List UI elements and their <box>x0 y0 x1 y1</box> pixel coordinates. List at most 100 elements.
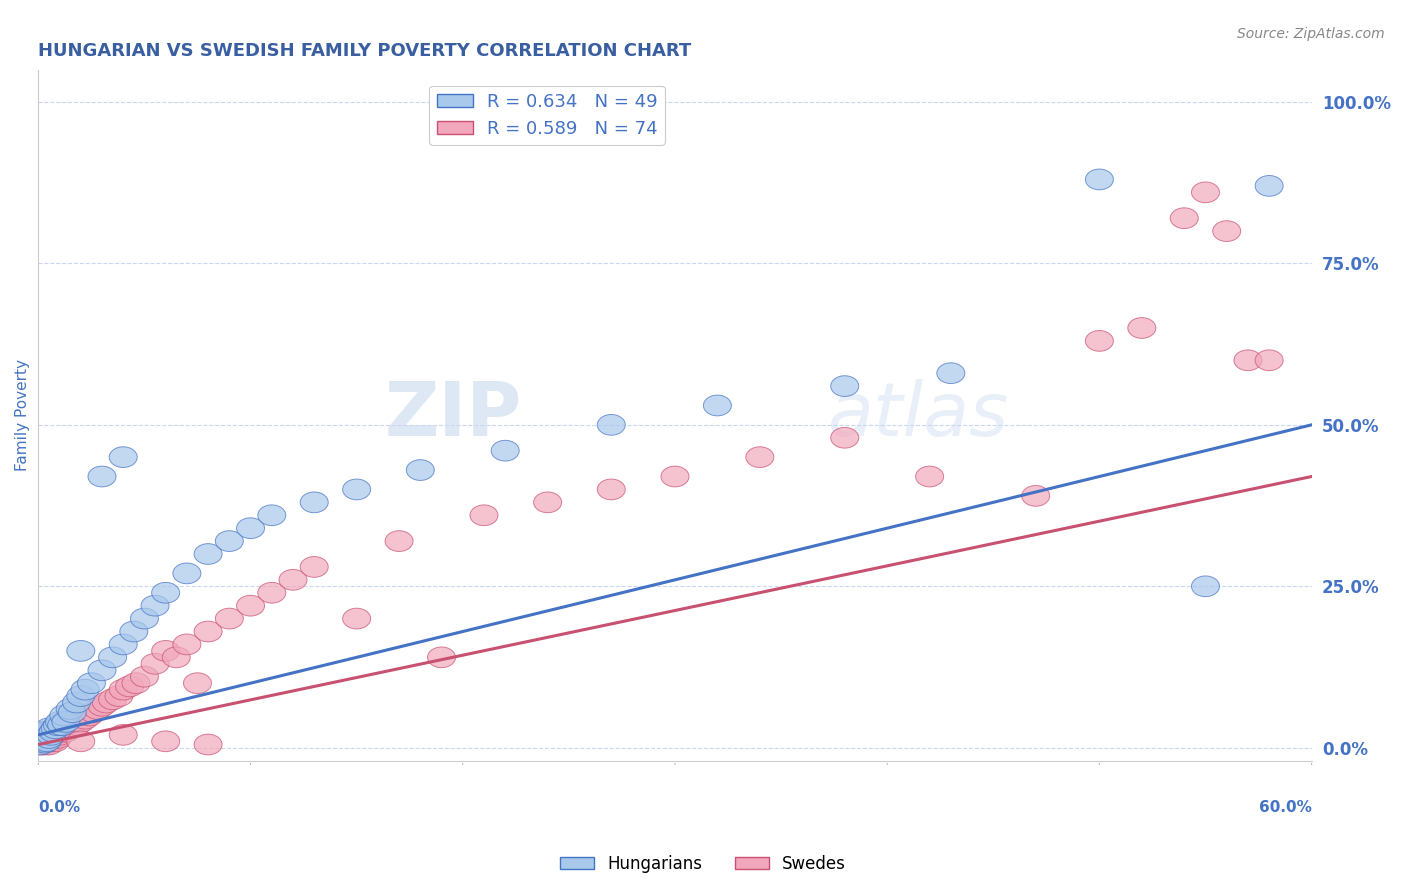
Ellipse shape <box>184 673 211 694</box>
Ellipse shape <box>110 634 138 655</box>
Ellipse shape <box>215 531 243 551</box>
Ellipse shape <box>32 731 60 752</box>
Ellipse shape <box>98 647 127 668</box>
Ellipse shape <box>77 673 105 694</box>
Ellipse shape <box>110 724 138 745</box>
Ellipse shape <box>89 467 117 487</box>
Ellipse shape <box>66 686 94 706</box>
Ellipse shape <box>236 518 264 539</box>
Ellipse shape <box>257 582 285 603</box>
Ellipse shape <box>39 722 67 742</box>
Ellipse shape <box>32 722 60 742</box>
Ellipse shape <box>41 724 69 745</box>
Ellipse shape <box>173 634 201 655</box>
Ellipse shape <box>62 714 90 736</box>
Ellipse shape <box>745 447 773 467</box>
Ellipse shape <box>35 722 63 742</box>
Ellipse shape <box>162 647 190 668</box>
Ellipse shape <box>1191 182 1219 202</box>
Ellipse shape <box>35 728 63 748</box>
Ellipse shape <box>491 441 519 461</box>
Ellipse shape <box>28 731 56 752</box>
Ellipse shape <box>37 724 65 745</box>
Ellipse shape <box>35 718 63 739</box>
Ellipse shape <box>598 415 626 435</box>
Ellipse shape <box>110 680 138 700</box>
Ellipse shape <box>194 543 222 565</box>
Ellipse shape <box>831 376 859 396</box>
Ellipse shape <box>31 722 59 742</box>
Ellipse shape <box>56 698 84 719</box>
Ellipse shape <box>598 479 626 500</box>
Ellipse shape <box>52 712 80 732</box>
Ellipse shape <box>1256 350 1284 371</box>
Ellipse shape <box>343 608 371 629</box>
Ellipse shape <box>39 728 67 748</box>
Ellipse shape <box>66 640 94 661</box>
Ellipse shape <box>35 734 63 755</box>
Ellipse shape <box>56 718 84 739</box>
Ellipse shape <box>131 666 159 687</box>
Ellipse shape <box>27 734 55 755</box>
Ellipse shape <box>122 673 150 694</box>
Ellipse shape <box>257 505 285 525</box>
Ellipse shape <box>66 731 94 752</box>
Ellipse shape <box>343 479 371 500</box>
Ellipse shape <box>661 467 689 487</box>
Ellipse shape <box>89 696 117 716</box>
Ellipse shape <box>41 718 69 739</box>
Ellipse shape <box>278 569 307 591</box>
Ellipse shape <box>173 563 201 583</box>
Ellipse shape <box>72 708 98 729</box>
Ellipse shape <box>385 531 413 551</box>
Ellipse shape <box>32 731 60 752</box>
Ellipse shape <box>89 660 117 681</box>
Text: ZIP: ZIP <box>385 379 522 451</box>
Y-axis label: Family Poverty: Family Poverty <box>15 359 30 471</box>
Ellipse shape <box>31 724 59 745</box>
Ellipse shape <box>53 714 82 736</box>
Ellipse shape <box>110 447 138 467</box>
Ellipse shape <box>152 731 180 752</box>
Text: Source: ZipAtlas.com: Source: ZipAtlas.com <box>1237 27 1385 41</box>
Text: 0.0%: 0.0% <box>38 799 80 814</box>
Ellipse shape <box>84 698 111 719</box>
Ellipse shape <box>194 621 222 642</box>
Ellipse shape <box>37 731 65 752</box>
Ellipse shape <box>31 732 59 753</box>
Ellipse shape <box>194 734 222 755</box>
Ellipse shape <box>48 722 76 742</box>
Ellipse shape <box>406 459 434 481</box>
Text: HUNGARIAN VS SWEDISH FAMILY POVERTY CORRELATION CHART: HUNGARIAN VS SWEDISH FAMILY POVERTY CORR… <box>38 42 692 60</box>
Ellipse shape <box>1234 350 1263 371</box>
Ellipse shape <box>58 712 86 732</box>
Ellipse shape <box>427 647 456 668</box>
Ellipse shape <box>1085 169 1114 190</box>
Ellipse shape <box>28 731 56 752</box>
Ellipse shape <box>98 689 127 710</box>
Ellipse shape <box>52 722 80 742</box>
Ellipse shape <box>1191 576 1219 597</box>
Ellipse shape <box>28 728 56 748</box>
Ellipse shape <box>31 728 59 748</box>
Ellipse shape <box>66 712 94 732</box>
Ellipse shape <box>76 705 103 726</box>
Ellipse shape <box>48 714 76 736</box>
Legend: R = 0.634   N = 49, R = 0.589   N = 74: R = 0.634 N = 49, R = 0.589 N = 74 <box>429 86 665 145</box>
Ellipse shape <box>131 608 159 629</box>
Ellipse shape <box>152 640 180 661</box>
Ellipse shape <box>703 395 731 416</box>
Ellipse shape <box>45 724 73 745</box>
Ellipse shape <box>152 582 180 603</box>
Ellipse shape <box>93 692 121 713</box>
Ellipse shape <box>35 728 63 748</box>
Ellipse shape <box>27 728 55 748</box>
Ellipse shape <box>215 608 243 629</box>
Ellipse shape <box>31 734 59 755</box>
Ellipse shape <box>301 492 328 513</box>
Ellipse shape <box>44 722 72 742</box>
Ellipse shape <box>32 724 60 745</box>
Ellipse shape <box>915 467 943 487</box>
Ellipse shape <box>44 728 72 748</box>
Ellipse shape <box>936 363 965 384</box>
